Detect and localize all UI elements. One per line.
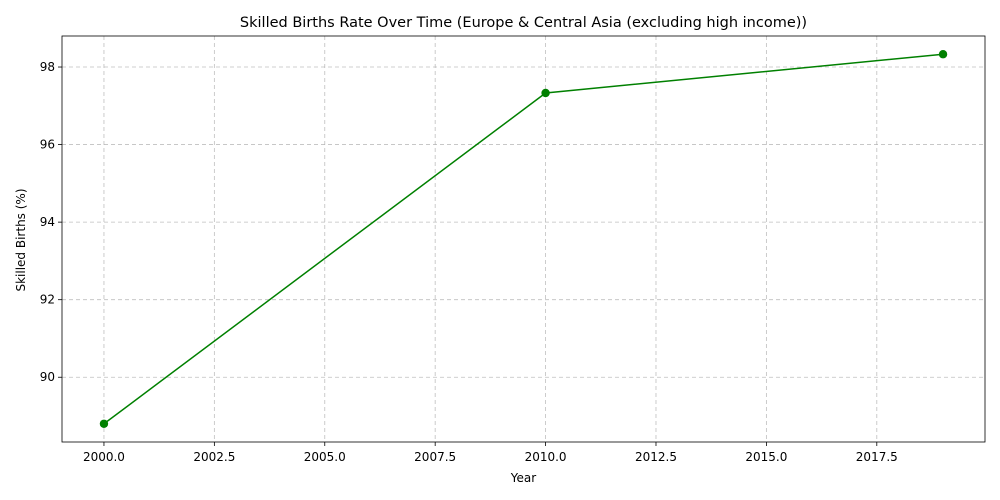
series-layer	[99, 50, 948, 428]
x-tick-label: 2005.0	[304, 450, 346, 464]
y-tick-label: 96	[40, 138, 55, 152]
data-point	[541, 88, 550, 98]
x-tick-label: 2007.5	[414, 450, 456, 464]
x-tick-label: 2017.5	[856, 450, 898, 464]
data-point	[99, 419, 109, 428]
x-tick-label: 2000.0	[83, 450, 125, 464]
y-tick-label: 92	[40, 293, 55, 307]
plot-frame	[61, 35, 986, 443]
axis-ticks: 2000.0 2002.5 2005.0 2007.5 2010.0 2012.5 2015…	[40, 60, 898, 464]
x-tick-label: 2012.5	[635, 450, 677, 464]
y-tick-label: 94	[40, 215, 55, 229]
grid-lines	[62, 36, 985, 442]
data-point	[938, 50, 948, 59]
y-tick-label: 90	[40, 370, 55, 384]
x-tick-label: 2010.0	[525, 450, 567, 464]
series-line	[103, 53, 944, 425]
x-tick-label: 2015.0	[745, 450, 787, 464]
y-tick-label: 98	[40, 60, 55, 74]
x-axis-label: Year	[510, 471, 536, 485]
y-axis-label: Skilled Births (%)	[14, 188, 28, 291]
x-tick-label: 2002.5	[193, 450, 235, 464]
chart-title: Skilled Births Rate Over Time (Europe & …	[240, 15, 807, 31]
